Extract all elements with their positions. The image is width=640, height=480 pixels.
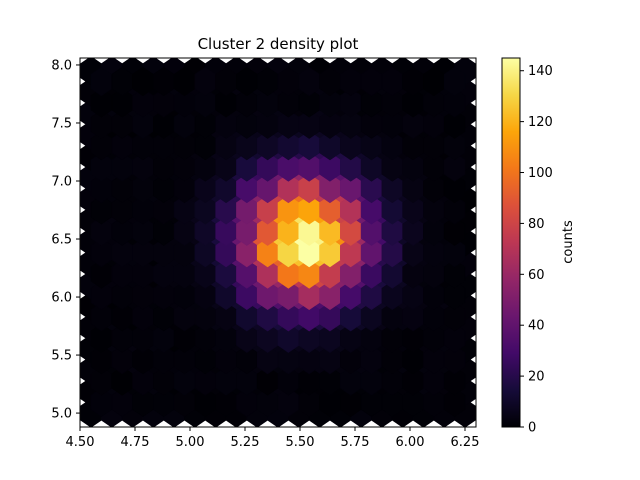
- hex-cell: [443, 195, 466, 225]
- hex-cell: [443, 152, 466, 182]
- hex-cell: [443, 323, 466, 353]
- colorbar: [501, 57, 521, 428]
- x-tick-label: 5.75: [341, 435, 370, 450]
- hex-cell: [443, 173, 466, 204]
- colorbar-tick-label: 0: [528, 421, 536, 436]
- x-tick-label: 6.25: [451, 435, 480, 450]
- y-axis: 5.0 5.5 6.0 6.5 7.0 7.5 8.0: [51, 58, 80, 422]
- y-tick-label: 5.0: [51, 407, 72, 422]
- hex-cell: [443, 280, 466, 311]
- colorbar-tick-label: 20: [528, 370, 545, 385]
- hex-cell: [443, 237, 466, 268]
- colorbar-tick-label: 60: [528, 268, 545, 283]
- chart-title: Cluster 2 density plot: [198, 35, 359, 53]
- y-tick-label: 7.0: [51, 175, 72, 190]
- hex-cell: [443, 366, 466, 396]
- x-tick-label: 5.25: [231, 435, 260, 450]
- hexbin-cells: [80, 58, 476, 427]
- y-tick-label: 7.5: [51, 116, 72, 131]
- hex-cell: [443, 387, 466, 418]
- y-tick-label: 8.0: [51, 58, 72, 73]
- colorbar-tick-label: 40: [528, 319, 545, 334]
- hex-cell: [443, 131, 466, 161]
- colorbar-label: counts: [561, 220, 576, 264]
- colorbar-axis: 0 20 40 60 80 100 120 140: [520, 64, 553, 436]
- y-tick-label: 6.5: [51, 233, 72, 248]
- hex-cell: [443, 88, 466, 118]
- hex-cell: [443, 344, 466, 375]
- hex-cell: [443, 302, 466, 332]
- x-tick-label: 4.50: [66, 435, 95, 450]
- hex-cell: [443, 216, 466, 246]
- x-tick-label: 4.75: [121, 435, 150, 450]
- colorbar-tick-label: 120: [528, 115, 553, 130]
- x-tick-label: 5.50: [286, 435, 315, 450]
- colorbar-tick-label: 140: [528, 64, 553, 79]
- x-tick-label: 5.00: [176, 435, 205, 450]
- hex-cell: [443, 259, 466, 289]
- x-tick-label: 6.00: [396, 435, 425, 450]
- y-tick-label: 5.5: [51, 349, 72, 364]
- hex-cell: [443, 66, 466, 97]
- colorbar-tick-label: 100: [528, 166, 553, 181]
- hex-cell: [443, 109, 466, 139]
- colorbar-tick-label: 80: [528, 217, 545, 232]
- plot-area-frame: [79, 57, 477, 428]
- x-axis: 4.50 4.75 5.00 5.25 5.50 5.75 6.00 6.25: [66, 427, 480, 450]
- y-tick-label: 6.0: [51, 291, 72, 306]
